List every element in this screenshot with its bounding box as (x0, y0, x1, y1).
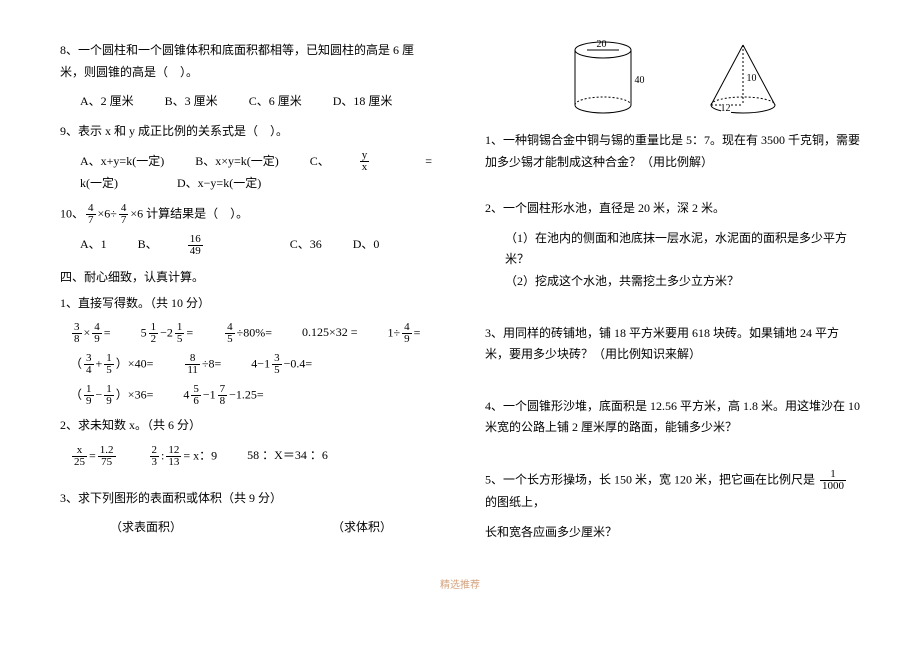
sub2-title: 2、求未知数 x。（共 6 分） (60, 415, 435, 437)
q8-d: D、18 厘米 (333, 94, 393, 108)
p2-text: 2、一个圆柱形水池，直径是 20 米，深 2 米。 (485, 198, 860, 220)
p5-text: 5、一个长方形操场，长 150 米，宽 120 米，把它画在比例尺是 11000… (485, 469, 860, 514)
section4-title: 四、耐心细致，认真计算。 (60, 267, 435, 289)
label-surface-area: （求表面积） (110, 517, 182, 539)
q10-text: 10、47×6÷47×6 计算结果是（ ）。 (60, 203, 435, 226)
q8-text: 8、一个圆柱和一个圆锥体积和底面积都相等，已知圆柱的高是 6 厘米，则圆锥的高是… (60, 40, 435, 83)
eq-row: x25=1.275 23:1213= x：9 58 ：X＝34 ：6 (60, 445, 435, 468)
right-column: 20 40 10 12 1、一种铜锡合金中铜与锡的重量比是 5：7。现在有 35… (485, 40, 860, 547)
q9-text: 9、表示 x 和 y 成正比例的关系式是（ ）。 (60, 121, 435, 143)
cone-radius: 12 (721, 100, 731, 118)
p5-2-text: 长和宽各应画多少厘米？ (485, 522, 860, 544)
q9-a: A、x+y=k(一定) (80, 154, 164, 168)
p2-1-text: （1）在池内的侧面和池底抹一层水泥，水泥面的面积是多少平方米？ (485, 228, 860, 271)
q8-b: B、3 厘米 (165, 94, 218, 108)
q9-d: D、x−y=k(一定) (177, 176, 261, 190)
p1-text: 1、一种铜锡合金中铜与锡的重量比是 5：7。现在有 3500 千克铜，需要加多少… (485, 130, 860, 173)
p3-text: 3、用同样的砖铺地，铺 18 平方米要用 618 块砖。如果铺地 24 平方米，… (485, 323, 860, 366)
shape-labels: （求表面积） （求体积） (60, 517, 435, 539)
q10-d: D、0 (353, 237, 380, 251)
cylinder-diameter: 20 (597, 36, 607, 54)
calc-row-1: 38×49= 512−215= 45÷80%= 0.125×32 = 1÷49= (60, 322, 435, 345)
sub1-title: 1、直接写得数。（共 10 分） (60, 293, 435, 315)
calc-row-3: （19−19）×36= 456−178−1.25= (60, 384, 435, 407)
cone-figure: 10 12 (703, 40, 783, 120)
calc-row-2: （34+15）×40= 811÷8= 4−135−0.4= (60, 353, 435, 376)
q8-options: A、2 厘米 B、3 厘米 C、6 厘米 D、18 厘米 (60, 91, 435, 113)
q10-options: A、1 B、1649 C、36 D、0 (60, 234, 435, 257)
label-volume: （求体积） (332, 517, 392, 539)
shapes-container: 20 40 10 12 (485, 40, 860, 120)
p2-2-text: （2）挖成这个水池，共需挖土多少立方米？ (485, 271, 860, 293)
cylinder-height: 40 (635, 72, 645, 90)
q9-options: A、x+y=k(一定) B、x×y=k(一定) C、yx= k(一定) D、x−… (60, 150, 435, 195)
q8-a: A、2 厘米 (80, 94, 134, 108)
q10-a: A、1 (80, 237, 107, 251)
q10-c: C、36 (290, 237, 322, 251)
q9-b: B、x×y=k(一定) (195, 154, 279, 168)
p4-text: 4、一个圆锥形沙堆，底面积是 12.56 平方米，高 1.8 米。用这堆沙在 1… (485, 396, 860, 439)
q8-c: C、6 厘米 (249, 94, 302, 108)
footer-text: 精选推荐 (60, 577, 860, 595)
left-column: 8、一个圆柱和一个圆锥体积和底面积都相等，已知圆柱的高是 6 厘米，则圆锥的高是… (60, 40, 435, 547)
q10-b: B、1649 (138, 237, 259, 251)
sub3-title: 3、求下列图形的表面积或体积（共 9 分） (60, 488, 435, 510)
cone-height: 10 (747, 70, 757, 88)
cylinder-figure: 20 40 (563, 40, 643, 120)
